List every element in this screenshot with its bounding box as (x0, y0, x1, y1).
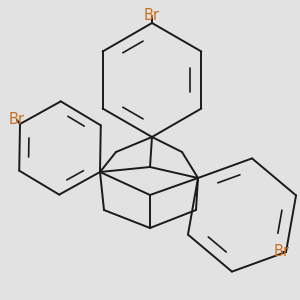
Text: Br: Br (144, 8, 160, 23)
Text: Br: Br (9, 112, 25, 128)
Text: Br: Br (274, 244, 290, 260)
